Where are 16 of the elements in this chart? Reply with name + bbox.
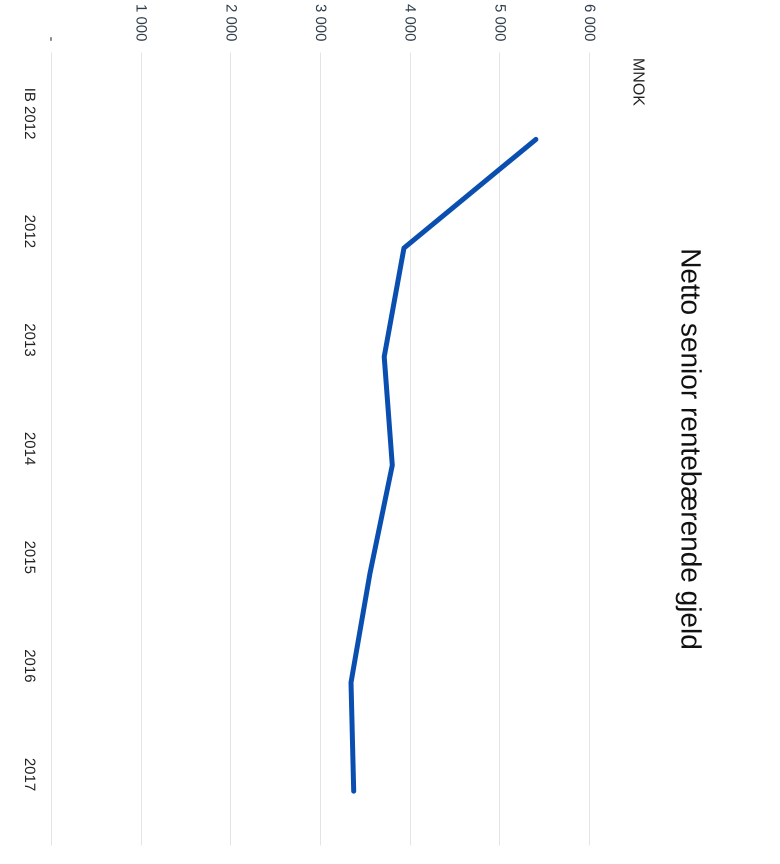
x-tick-label: 4 000	[402, 4, 419, 42]
x-tick-label: 1 000	[132, 4, 150, 42]
x-tick-label: 3 000	[312, 4, 329, 42]
y-tick-label: 2017	[21, 758, 38, 792]
x-tick-label: 5 000	[491, 4, 508, 42]
x-tick-label: 2 000	[222, 4, 240, 42]
y-tick-label: 2016	[21, 649, 38, 683]
y-tick-label: 2015	[21, 540, 38, 574]
y-tick-label: 2013	[21, 323, 38, 357]
x-tick-label: 6 000	[581, 4, 598, 42]
y-tick-label: 2014	[21, 432, 38, 466]
text: Netto senior rentebærende gjeld	[676, 248, 706, 650]
y-tick-label: 2012	[21, 214, 38, 248]
y-tick-label: IB 2012	[21, 88, 38, 140]
text: MNOK	[630, 58, 647, 106]
x-tick-label: -	[42, 36, 60, 42]
